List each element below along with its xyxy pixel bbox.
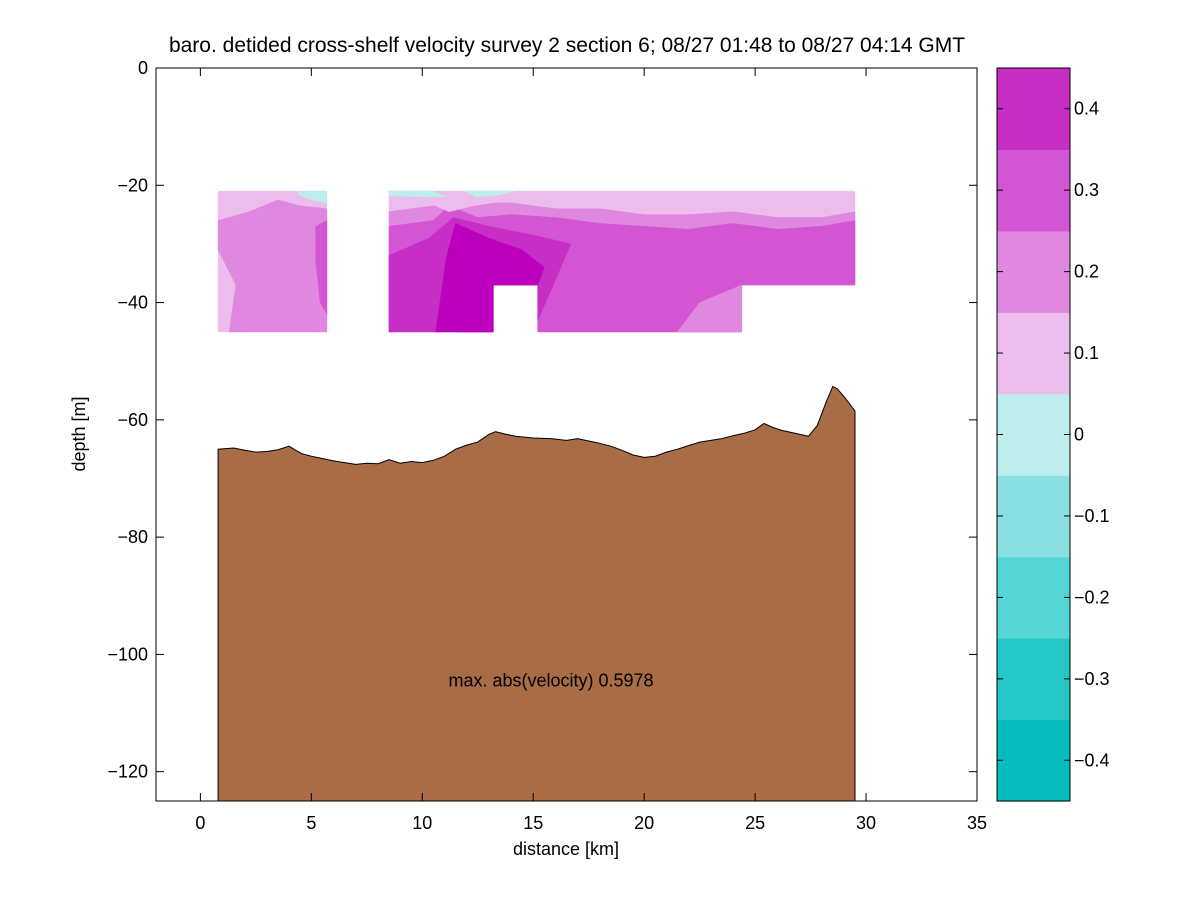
velocity-section [388, 190, 856, 333]
y-tick-label: −40 [117, 293, 148, 313]
y-tick-label: −60 [117, 410, 148, 430]
colorbar-bands [997, 68, 1070, 802]
colorbar-tick-label: 0.2 [1074, 262, 1099, 282]
velocity-band [315, 220, 328, 316]
velocity-contours [217, 190, 856, 333]
colorbar-tick-label: −0.1 [1074, 506, 1110, 526]
x-tick-label: 35 [967, 813, 987, 833]
velocity-band [388, 190, 447, 198]
colorbar-swatch [997, 638, 1070, 721]
velocity-band [457, 237, 539, 333]
y-tick-label: −100 [107, 644, 148, 664]
bathymetry [217, 385, 856, 801]
x-tick-label: 15 [523, 813, 543, 833]
colorbar-tick-label: −0.3 [1074, 669, 1110, 689]
colorbar-swatch [997, 68, 1070, 150]
colorbar-swatch [997, 312, 1070, 395]
x-tick-label: 25 [745, 813, 765, 833]
chart-title: baro. detided cross-shelf velocity surve… [169, 34, 965, 57]
velocity-band [676, 284, 743, 333]
colorbar-ticks: 0.4 0.3 0.2 0.1 0 −0.1 −0.2 −0.3 −0.4 [997, 99, 1110, 770]
x-tick-label: 0 [195, 813, 205, 833]
y-tick-label: −120 [107, 762, 148, 782]
colorbar-tick-label: 0.3 [1074, 180, 1099, 200]
colorbar-tick-label: 0 [1074, 425, 1084, 445]
y-tick-label: −20 [117, 175, 148, 195]
x-tick-label: 30 [856, 813, 876, 833]
main-axes: 0 5 10 15 20 25 30 35 0 −20 −40 −60 −80 −100 −120 max.… [107, 58, 987, 833]
max-velocity-annotation: max. abs(velocity) 0.5978 [448, 671, 653, 691]
plot-frame [155, 67, 978, 802]
velocity-band [464, 190, 516, 198]
colorbar-swatch [997, 393, 1070, 476]
x-axis-label: distance [km] [513, 839, 619, 859]
seafloor [217, 385, 856, 801]
velocity-band [217, 199, 328, 333]
colorbar-tick-label: −0.2 [1074, 587, 1110, 607]
colorbar-tick-label: −0.4 [1074, 750, 1110, 770]
colorbar-swatch [997, 149, 1070, 232]
y-axis-label: depth [m] [69, 396, 89, 471]
velocity-section [217, 190, 328, 333]
colorbar-swatch [997, 719, 1070, 802]
colorbar-swatch [997, 556, 1070, 639]
colorbar-tick-label: 0.1 [1074, 343, 1099, 363]
colorbar: 0.4 0.3 0.2 0.1 0 −0.1 −0.2 −0.3 −0.4 [996, 67, 1110, 802]
y-tick-label: 0 [138, 58, 148, 78]
x-tick-label: 5 [306, 813, 316, 833]
x-tick-label: 20 [634, 813, 654, 833]
colorbar-swatch [997, 230, 1070, 313]
y-tick-label: −80 [117, 527, 148, 547]
velocity-band [297, 190, 328, 204]
x-tick-label: 10 [412, 813, 432, 833]
colorbar-tick-label: 0.4 [1074, 99, 1099, 119]
colorbar-swatch [997, 475, 1070, 558]
axis-ticks: 0 5 10 15 20 25 30 35 0 −20 −40 −60 −80 −100 −120 [107, 58, 987, 833]
